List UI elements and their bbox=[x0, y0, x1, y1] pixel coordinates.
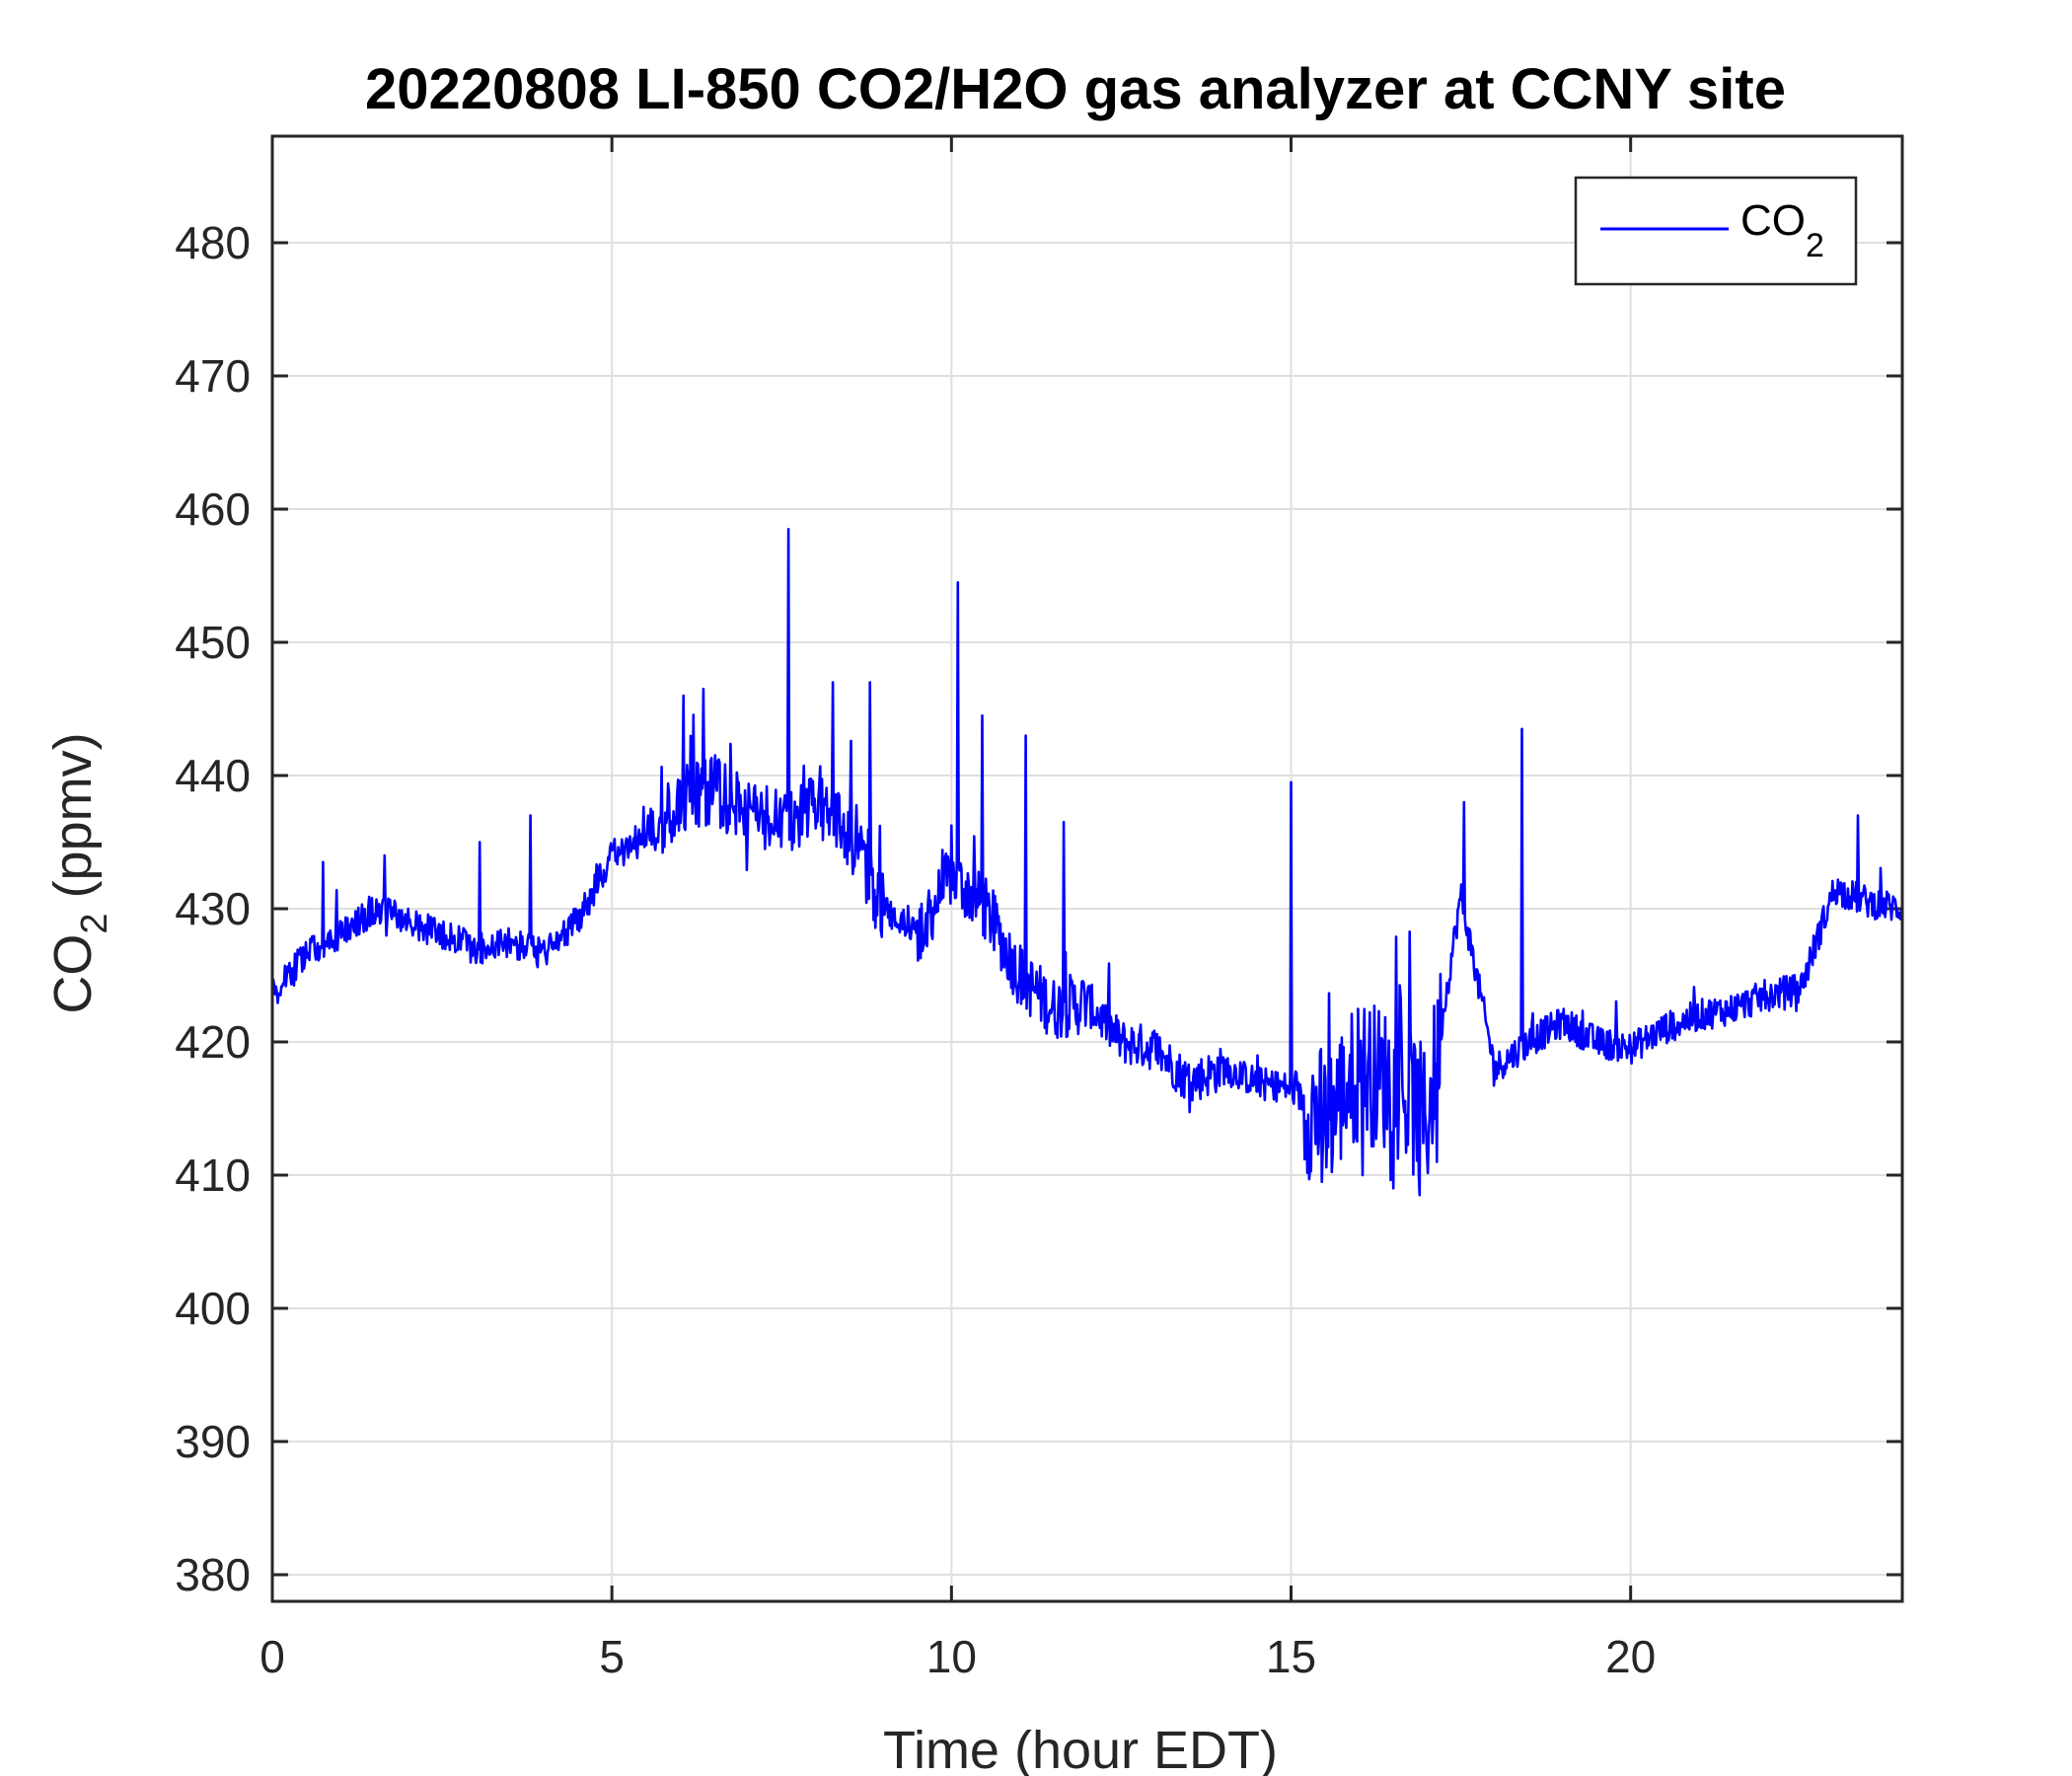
y-tick-label: 390 bbox=[175, 1416, 251, 1467]
y-tick-label: 450 bbox=[175, 617, 251, 668]
tick-marks bbox=[270, 136, 1902, 1601]
grid-lines bbox=[272, 136, 1902, 1601]
legend-label-main: CO bbox=[1740, 196, 1806, 245]
y-tick-label: 380 bbox=[175, 1549, 251, 1600]
x-tick-labels: 0 5 10 15 20 bbox=[259, 1631, 1656, 1682]
legend-box bbox=[1574, 176, 1858, 286]
y-tick-label: 440 bbox=[175, 750, 251, 801]
x-tick-label: 20 bbox=[1605, 1631, 1656, 1682]
x-axis-label: Time (hour EDT) bbox=[883, 1721, 1278, 1776]
plot-area bbox=[270, 528, 1904, 1197]
y-axis-label-main: CO bbox=[43, 934, 103, 1014]
y-axis-label-subscript: 2 bbox=[74, 913, 115, 933]
legend: CO2 bbox=[1574, 176, 1858, 286]
legend-label-subscript: 2 bbox=[1806, 227, 1824, 264]
x-tick-label: 5 bbox=[599, 1631, 625, 1682]
y-tick-label: 420 bbox=[175, 1016, 251, 1068]
legend-label-co2: CO2 bbox=[1740, 196, 1824, 264]
y-tick-label: 480 bbox=[175, 217, 251, 268]
axes-frame bbox=[270, 134, 1904, 1603]
x-tick-label: 10 bbox=[926, 1631, 977, 1682]
y-axis-label: CO2 (ppmv) bbox=[43, 732, 115, 1013]
co2-series-line bbox=[270, 528, 1904, 1197]
y-axis-label-unit: (ppmv) bbox=[43, 732, 103, 913]
y-tick-label: 410 bbox=[175, 1149, 251, 1201]
y-tick-labels: 380 390 400 410 420 430 440 450 460 470 480 bbox=[175, 217, 251, 1600]
chart-title: 20220808 LI-850 CO2/H2O gas analyzer at … bbox=[365, 57, 1786, 121]
y-tick-label: 460 bbox=[175, 483, 251, 535]
y-tick-label: 400 bbox=[175, 1283, 251, 1334]
y-tick-label: 430 bbox=[175, 883, 251, 934]
x-tick-label: 15 bbox=[1266, 1631, 1316, 1682]
y-tick-label: 470 bbox=[175, 350, 251, 402]
x-tick-label: 0 bbox=[259, 1631, 285, 1682]
